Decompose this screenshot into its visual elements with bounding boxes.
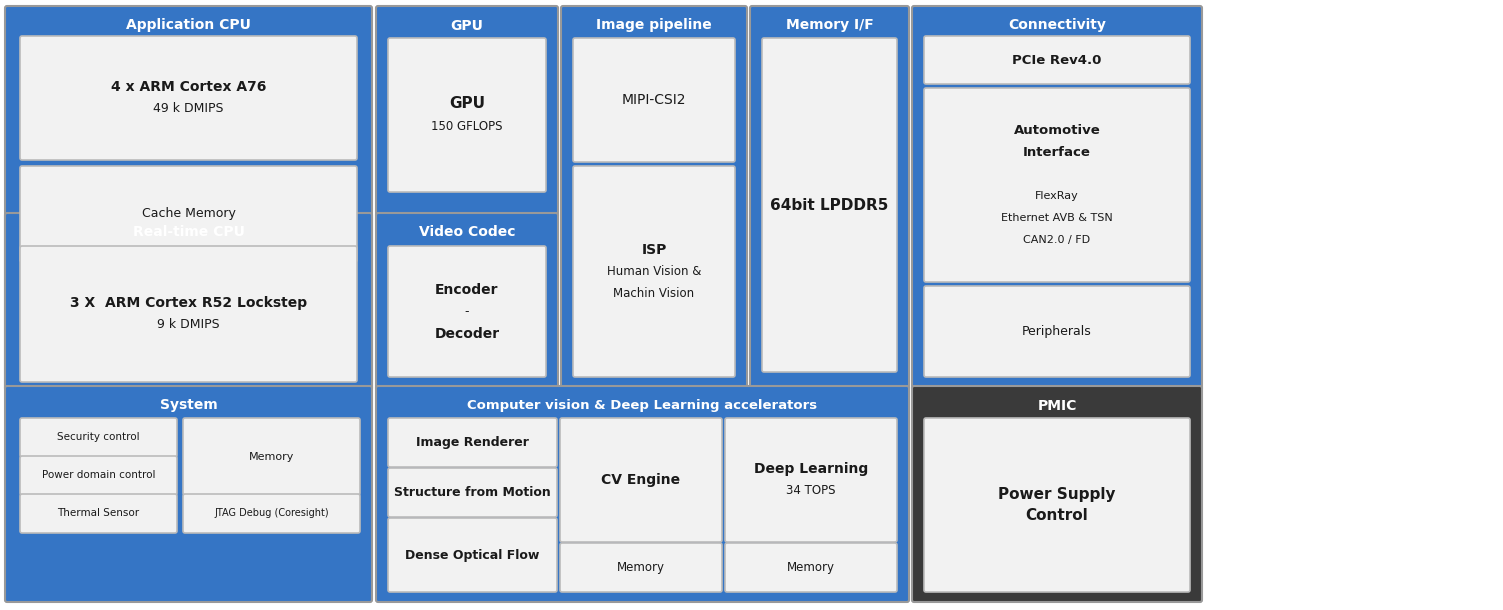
FancyBboxPatch shape [388,468,558,517]
FancyBboxPatch shape [20,246,358,382]
Text: Human Vision &: Human Vision & [607,265,702,278]
Text: Memory: Memory [249,451,295,462]
Text: GPU: GPU [449,96,485,112]
Text: 3 X  ARM Cortex R52 Lockstep: 3 X ARM Cortex R52 Lockstep [71,296,307,310]
FancyBboxPatch shape [20,456,177,495]
Text: Thermal Sensor: Thermal Sensor [57,509,140,518]
Text: Video Codec: Video Codec [419,226,516,240]
FancyBboxPatch shape [376,386,909,602]
Text: Power domain control: Power domain control [42,470,155,481]
FancyBboxPatch shape [20,418,177,457]
Text: JTAG Debug (Coresight): JTAG Debug (Coresight) [215,509,329,518]
FancyBboxPatch shape [183,494,361,533]
Text: Computer vision & Deep Learning accelerators: Computer vision & Deep Learning accelera… [467,399,818,412]
FancyBboxPatch shape [762,38,897,372]
Text: PMIC: PMIC [1037,398,1076,412]
FancyBboxPatch shape [20,166,358,262]
Text: 34 TOPS: 34 TOPS [786,484,836,498]
Text: Image pipeline: Image pipeline [597,18,712,32]
FancyBboxPatch shape [750,6,909,390]
Text: Power Supply: Power Supply [998,487,1115,501]
Text: 9 k DMIPS: 9 k DMIPS [158,318,219,331]
Text: Security control: Security control [57,432,140,442]
FancyBboxPatch shape [912,386,1202,602]
FancyBboxPatch shape [388,518,558,592]
FancyBboxPatch shape [5,213,373,390]
Text: Connectivity: Connectivity [1009,18,1106,32]
FancyBboxPatch shape [724,543,897,592]
Text: Ethernet AVB & TSN: Ethernet AVB & TSN [1001,213,1112,223]
Text: FlexRay: FlexRay [1036,191,1079,201]
Text: Deep Learning: Deep Learning [755,462,869,476]
Text: Machin Vision: Machin Vision [613,287,694,300]
Text: CV Engine: CV Engine [601,473,681,487]
FancyBboxPatch shape [388,246,546,377]
Text: Memory: Memory [788,561,836,574]
FancyBboxPatch shape [561,418,721,542]
FancyBboxPatch shape [388,38,546,192]
Text: 64bit LPDDR5: 64bit LPDDR5 [771,198,888,212]
Text: Interface: Interface [1024,146,1091,159]
FancyBboxPatch shape [924,418,1190,592]
FancyBboxPatch shape [20,36,358,160]
Text: 49 k DMIPS: 49 k DMIPS [153,102,224,115]
FancyBboxPatch shape [376,213,558,390]
FancyBboxPatch shape [924,88,1190,282]
Text: Image Renderer: Image Renderer [416,436,529,449]
FancyBboxPatch shape [924,286,1190,377]
Text: Application CPU: Application CPU [126,18,251,32]
Text: Real-time CPU: Real-time CPU [132,226,245,240]
Text: Memory: Memory [618,561,664,574]
Text: GPU: GPU [451,18,484,32]
Text: Encoder: Encoder [436,282,499,296]
FancyBboxPatch shape [912,6,1202,390]
Text: Control: Control [1025,509,1088,523]
Text: PCIe Rev4.0: PCIe Rev4.0 [1013,54,1102,66]
FancyBboxPatch shape [561,543,721,592]
Text: 150 GFLOPS: 150 GFLOPS [431,120,502,132]
FancyBboxPatch shape [5,6,373,390]
Text: CAN2.0 / FD: CAN2.0 / FD [1024,235,1091,245]
FancyBboxPatch shape [561,6,747,390]
Text: Automotive: Automotive [1013,123,1100,137]
Text: Memory I/F: Memory I/F [786,18,873,32]
Text: ISP: ISP [642,243,667,256]
Text: MIPI-CSI2: MIPI-CSI2 [622,93,687,107]
FancyBboxPatch shape [20,494,177,533]
Text: Cache Memory: Cache Memory [141,207,236,220]
FancyBboxPatch shape [388,418,558,467]
FancyBboxPatch shape [724,418,897,542]
Text: Dense Optical Flow: Dense Optical Flow [406,548,540,561]
Text: System: System [159,398,218,412]
Text: Structure from Motion: Structure from Motion [394,486,552,499]
FancyBboxPatch shape [573,166,735,377]
FancyBboxPatch shape [5,386,373,602]
Text: Decoder: Decoder [434,326,499,340]
Text: -: - [464,305,469,318]
FancyBboxPatch shape [183,418,361,495]
FancyBboxPatch shape [924,36,1190,84]
Text: 4 x ARM Cortex A76: 4 x ARM Cortex A76 [111,80,266,94]
FancyBboxPatch shape [573,38,735,162]
Text: Peripherals: Peripherals [1022,325,1091,338]
FancyBboxPatch shape [376,6,558,217]
